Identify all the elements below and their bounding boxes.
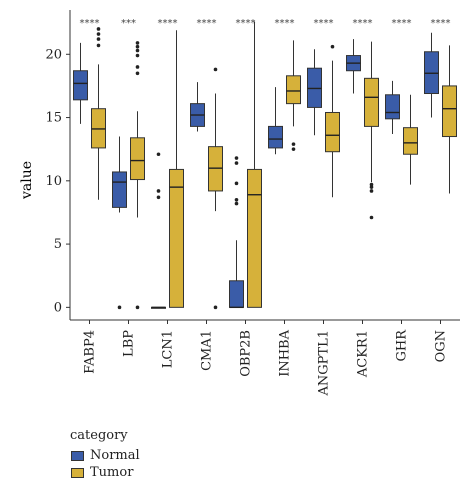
significance-label: **** [431, 18, 451, 29]
x-tick-label: CMA1 [200, 330, 215, 371]
outlier-point [96, 43, 101, 48]
outlier-point [135, 41, 140, 45]
x-tick-label: ANGPTL1 [317, 330, 332, 396]
outlier-point [156, 152, 161, 157]
outlier-point [117, 305, 122, 310]
legend-title: category [70, 428, 128, 443]
significance-label: **** [353, 18, 373, 29]
x-tick-label: OBP2B [239, 330, 254, 377]
box [442, 85, 457, 138]
outlier-point [213, 305, 218, 310]
y-tick-label: 20 [45, 47, 62, 62]
legend-label-normal: Normal [90, 448, 140, 463]
significance-label: **** [158, 18, 178, 29]
significance-label: **** [275, 18, 295, 29]
outlier-point [135, 305, 140, 310]
outlier-point [96, 27, 101, 31]
outlier-point [291, 147, 296, 151]
outlier-point [369, 215, 374, 220]
outlier-point [234, 201, 239, 206]
box [385, 94, 400, 120]
outlier-point [291, 142, 296, 146]
significance-label: **** [236, 18, 256, 29]
box [130, 137, 145, 181]
box [364, 77, 379, 127]
x-tick-label: ACKR1 [356, 330, 371, 378]
y-tick-label: 10 [45, 174, 62, 189]
y-axis-label: value [19, 160, 36, 200]
outlier-point [330, 44, 335, 49]
box [247, 168, 262, 308]
significance-label: **** [197, 18, 217, 29]
y-tick-label: 5 [54, 237, 62, 252]
outlier-point [135, 65, 140, 69]
significance-label: *** [121, 18, 136, 29]
outlier-point [135, 48, 140, 53]
x-tick-label: OGN [434, 330, 449, 362]
x-tick-label: INHBA [278, 329, 293, 376]
box [325, 111, 340, 153]
box [169, 168, 184, 308]
legend-item-tumor: Tumor [70, 464, 140, 481]
outlier-point [213, 67, 218, 72]
significance-label: **** [314, 18, 334, 29]
box [403, 127, 418, 155]
x-tick-label: LCN1 [161, 330, 176, 368]
outlier-point [135, 71, 140, 76]
outlier-point [135, 53, 140, 58]
significance-label: **** [80, 18, 100, 29]
outlier-point [156, 195, 161, 200]
significance-label: **** [392, 18, 412, 29]
x-tick-label: LBP [122, 330, 137, 357]
box [112, 171, 127, 208]
outlier-point [96, 32, 101, 36]
outlier-point [369, 185, 374, 189]
outlier-point [135, 44, 140, 49]
legend-swatch-tumor [71, 467, 84, 478]
outlier-point [234, 161, 239, 165]
outlier-point [156, 189, 161, 193]
outlier-point [96, 37, 101, 41]
box [286, 75, 301, 105]
legend-swatch-normal [71, 450, 84, 461]
outlier-point [234, 197, 239, 202]
legend-item-normal: Normal [70, 447, 140, 464]
x-tick-label: FABP4 [83, 330, 98, 374]
x-tick-label: GHR [395, 329, 410, 362]
outlier-point [369, 182, 374, 187]
outlier-point [369, 189, 374, 193]
legend: category Normal Tumor [70, 428, 140, 481]
box [229, 280, 244, 308]
y-tick-label: 0 [54, 300, 62, 315]
y-tick-label: 15 [45, 111, 62, 126]
box [268, 125, 283, 149]
box [73, 70, 88, 101]
legend-label-tumor: Tumor [90, 465, 134, 480]
outlier-point [234, 181, 239, 186]
outlier-point [234, 156, 239, 160]
